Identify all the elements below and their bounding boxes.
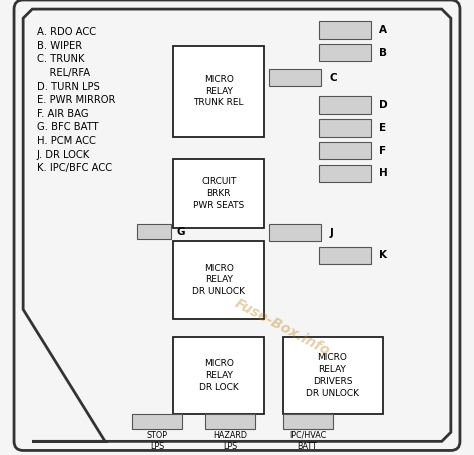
Bar <box>173 337 264 414</box>
Text: MICRO
RELAY
TRUNK REL: MICRO RELAY TRUNK REL <box>193 75 244 107</box>
Bar <box>319 44 371 61</box>
Text: CIRCUIT
BRKR
PWR SEATS: CIRCUIT BRKR PWR SEATS <box>193 177 245 210</box>
Text: B: B <box>379 48 387 58</box>
Bar <box>319 96 371 114</box>
Text: STOP
LPS: STOP LPS <box>147 431 168 451</box>
Bar <box>173 46 264 136</box>
Text: G: G <box>176 227 185 237</box>
Bar <box>283 337 383 414</box>
Bar <box>205 414 255 429</box>
Bar <box>269 69 321 86</box>
FancyBboxPatch shape <box>14 0 460 450</box>
Bar <box>319 21 371 39</box>
Text: MICRO
RELAY
DR LOCK: MICRO RELAY DR LOCK <box>199 359 239 392</box>
Bar <box>132 414 182 429</box>
Text: A. RDO ACC
B. WIPER
C. TRUNK
    REL/RFA
D. TURN LPS
E. PWR MIRROR
F. AIR BAG
G.: A. RDO ACC B. WIPER C. TRUNK REL/RFA D. … <box>37 27 115 173</box>
Text: E: E <box>379 123 386 133</box>
Bar <box>283 414 333 429</box>
Text: K: K <box>379 250 387 260</box>
Bar <box>173 241 264 318</box>
Bar <box>319 165 371 182</box>
Text: MICRO
RELAY
DRIVERS
DR UNLOCK: MICRO RELAY DRIVERS DR UNLOCK <box>306 353 359 398</box>
Text: HAZARD
LPS: HAZARD LPS <box>213 431 247 451</box>
Text: J: J <box>329 228 333 238</box>
Bar <box>137 224 171 239</box>
Text: F: F <box>379 146 386 156</box>
Text: H: H <box>379 168 388 178</box>
Text: IPC/HVAC
BATT: IPC/HVAC BATT <box>289 431 326 451</box>
Bar <box>319 247 371 264</box>
PathPatch shape <box>23 9 451 441</box>
Text: Fuse-Box.info: Fuse-Box.info <box>232 297 333 359</box>
Bar <box>269 224 321 241</box>
Bar <box>319 142 371 159</box>
Text: A: A <box>379 25 387 35</box>
Text: C: C <box>329 73 337 83</box>
Bar <box>319 119 371 136</box>
Text: MICRO
RELAY
DR UNLOCK: MICRO RELAY DR UNLOCK <box>192 263 246 296</box>
Bar <box>173 159 264 228</box>
Text: D: D <box>379 100 388 110</box>
